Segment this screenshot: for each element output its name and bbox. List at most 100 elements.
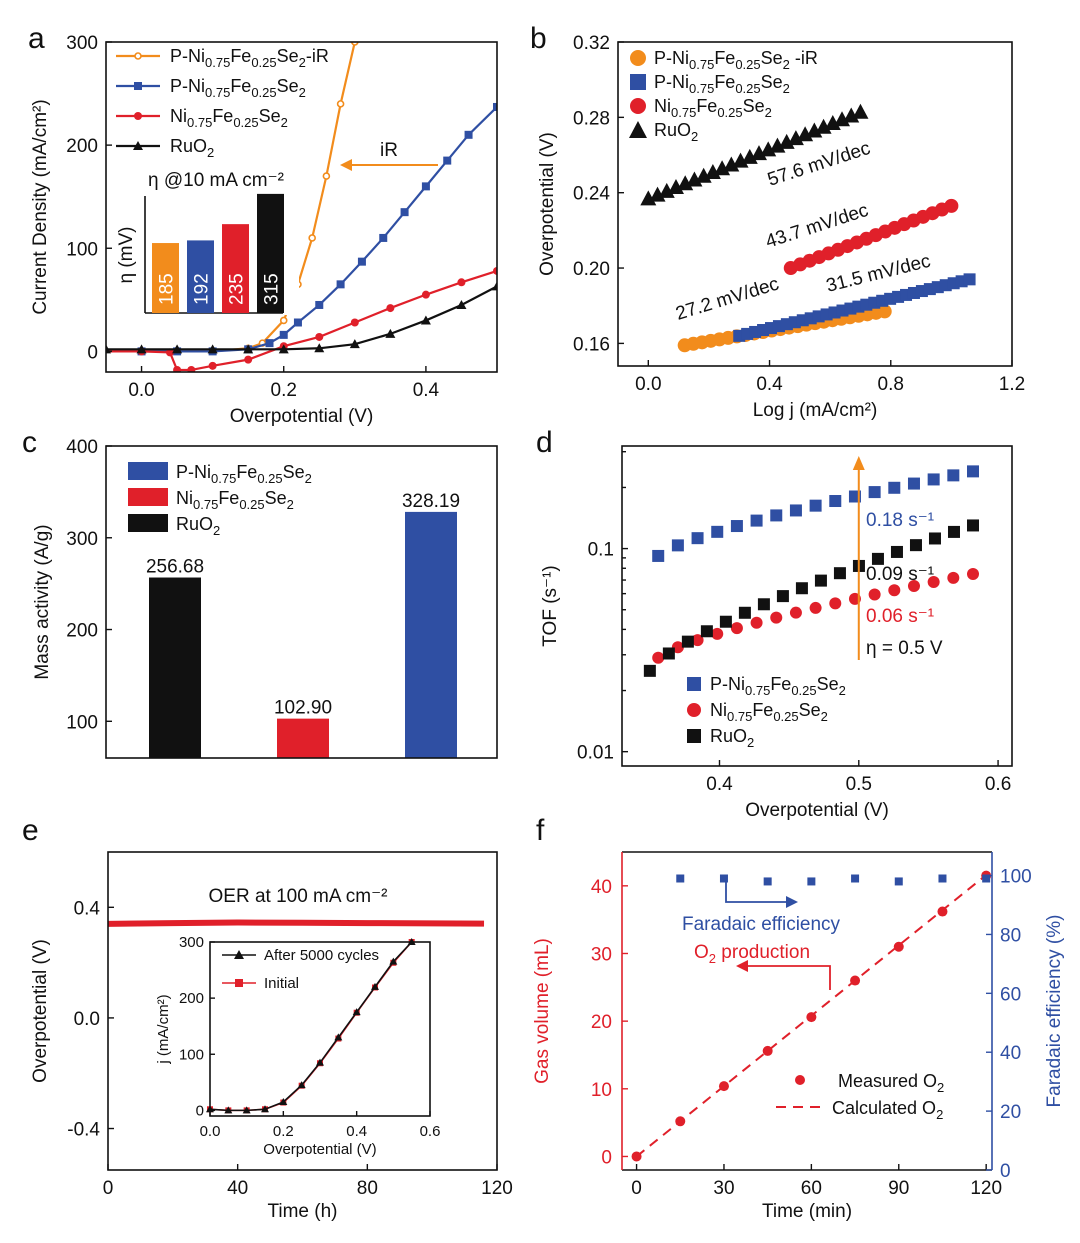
subscript: 2 bbox=[299, 55, 306, 70]
label-part: Se bbox=[799, 700, 821, 720]
subscript: 2 bbox=[783, 81, 790, 96]
data-point bbox=[187, 365, 196, 372]
label-part: RuO bbox=[654, 120, 691, 140]
fe-point bbox=[676, 874, 685, 883]
subscript: 2 bbox=[287, 497, 294, 512]
data-point bbox=[695, 167, 712, 183]
y-axis-tick-label: 300 bbox=[66, 529, 98, 550]
data-point bbox=[443, 156, 452, 165]
x-axis-tick-label: 40 bbox=[227, 1178, 248, 1199]
label-part: RuO bbox=[710, 726, 747, 746]
inset-y-label: j (mA/cm²) bbox=[155, 994, 172, 1064]
label-part: Measured O bbox=[838, 1071, 937, 1091]
label-part: Fe bbox=[696, 96, 717, 116]
data-point bbox=[888, 481, 901, 494]
data-point bbox=[738, 606, 751, 619]
data-point bbox=[349, 339, 360, 349]
legend-label: Measured O2 bbox=[838, 1071, 944, 1095]
inset-bar bbox=[187, 240, 214, 313]
label-part: production bbox=[716, 942, 810, 963]
data-point bbox=[967, 519, 979, 532]
bar bbox=[277, 718, 329, 758]
data-point bbox=[492, 281, 497, 291]
legend-marker bbox=[630, 74, 646, 90]
data-point bbox=[385, 328, 396, 338]
x-axis-tick-label: 0.2 bbox=[271, 380, 297, 401]
data-point bbox=[386, 304, 395, 313]
subscript: 0.75 bbox=[671, 105, 696, 120]
data-point bbox=[963, 273, 976, 286]
data-point bbox=[711, 627, 724, 640]
inset-y-label: η (mV) bbox=[116, 227, 137, 284]
inset-point bbox=[261, 1105, 269, 1113]
legend-label: Ni0.75Fe0.25Se2 bbox=[654, 96, 772, 120]
inset-y-tick-label: 300 bbox=[179, 934, 204, 951]
panel-b-chart: 0.0 0.4 0.8 1.2 0.16 0.20 0.24 0.28 0.32 Log j (m… bbox=[537, 33, 1025, 421]
label-part: Se bbox=[277, 46, 299, 66]
subscript: 0.25 bbox=[735, 81, 760, 96]
legend-label: RuO2 bbox=[176, 514, 220, 538]
data-point bbox=[315, 332, 324, 341]
inset-legend-label: After 5000 cycles bbox=[264, 947, 379, 964]
panel-label-e: e bbox=[22, 814, 39, 847]
inset-bar-label: 185 bbox=[157, 273, 178, 305]
inset-x-tick-label: 0.0 bbox=[200, 1123, 221, 1140]
y-axis-tick-label: 0.20 bbox=[573, 259, 610, 280]
data-point bbox=[789, 606, 802, 619]
label-part: -iR bbox=[790, 48, 818, 68]
measured-point bbox=[631, 1151, 642, 1162]
x-axis-tick-label: 0 bbox=[103, 1178, 114, 1199]
legend-swatch bbox=[128, 488, 168, 506]
legend-marker bbox=[134, 112, 142, 120]
data-point bbox=[711, 525, 724, 538]
o2-annotation: O2 production bbox=[694, 942, 810, 966]
subscript: 0.25 bbox=[251, 85, 276, 100]
y-axis-tick-label: 10 bbox=[591, 1080, 612, 1101]
x-axis-label: Log j (mA/cm²) bbox=[753, 400, 878, 421]
inset-x-label: Overpotential (V) bbox=[263, 1141, 376, 1158]
subscript: 0.25 bbox=[791, 683, 816, 698]
data-point bbox=[947, 469, 960, 482]
data-point bbox=[640, 190, 657, 206]
plot-frame bbox=[621, 445, 1013, 767]
label-part: Fe bbox=[230, 46, 251, 66]
y-axis-label: Overpotential (V) bbox=[537, 132, 558, 276]
x-axis-tick-label: 90 bbox=[888, 1178, 909, 1199]
data-point bbox=[907, 477, 920, 490]
subscript: 0.75 bbox=[193, 497, 218, 512]
y-axis-label: TOF (s⁻¹) bbox=[540, 565, 561, 646]
subscript: 0.75 bbox=[205, 55, 230, 70]
y2-axis-tick-label: 60 bbox=[1000, 984, 1021, 1005]
panel-a-chart: 0.0 0.2 0.4 0 100 200 300 Overpotential (V) Curr… bbox=[30, 33, 498, 427]
y-axis-tick-label: 40 bbox=[591, 877, 612, 898]
subscript: 2 bbox=[783, 57, 790, 72]
data-point bbox=[700, 625, 713, 638]
data-point bbox=[834, 111, 851, 127]
data-point bbox=[658, 182, 675, 198]
fe-point bbox=[763, 877, 772, 886]
data-point bbox=[457, 278, 466, 287]
legend-marker bbox=[687, 677, 701, 691]
y-axis-tick-label: 100 bbox=[66, 239, 98, 260]
data-point bbox=[947, 571, 960, 584]
data-point bbox=[667, 179, 684, 195]
x-axis-tick-label: 120 bbox=[481, 1178, 513, 1199]
measured-point bbox=[675, 1116, 686, 1127]
label-part: Se bbox=[743, 96, 765, 116]
y2-axis-tick-label: 0 bbox=[1000, 1161, 1011, 1182]
panel-label-b: b bbox=[530, 22, 547, 55]
data-point bbox=[293, 318, 302, 327]
data-point bbox=[357, 257, 366, 266]
data-point bbox=[681, 635, 694, 648]
subscript: 2 bbox=[765, 105, 772, 120]
panel-label-d: d bbox=[536, 426, 553, 459]
data-point bbox=[278, 344, 289, 354]
y2-axis-tick-label: 40 bbox=[1000, 1043, 1021, 1064]
legend-swatch bbox=[128, 514, 168, 532]
x-axis-tick-label: 80 bbox=[357, 1178, 378, 1199]
y-axis-tick-label: 0 bbox=[87, 342, 98, 363]
data-point bbox=[243, 344, 254, 354]
inset-y-tick-label: 100 bbox=[179, 1046, 204, 1063]
inset-bg bbox=[210, 942, 430, 1116]
